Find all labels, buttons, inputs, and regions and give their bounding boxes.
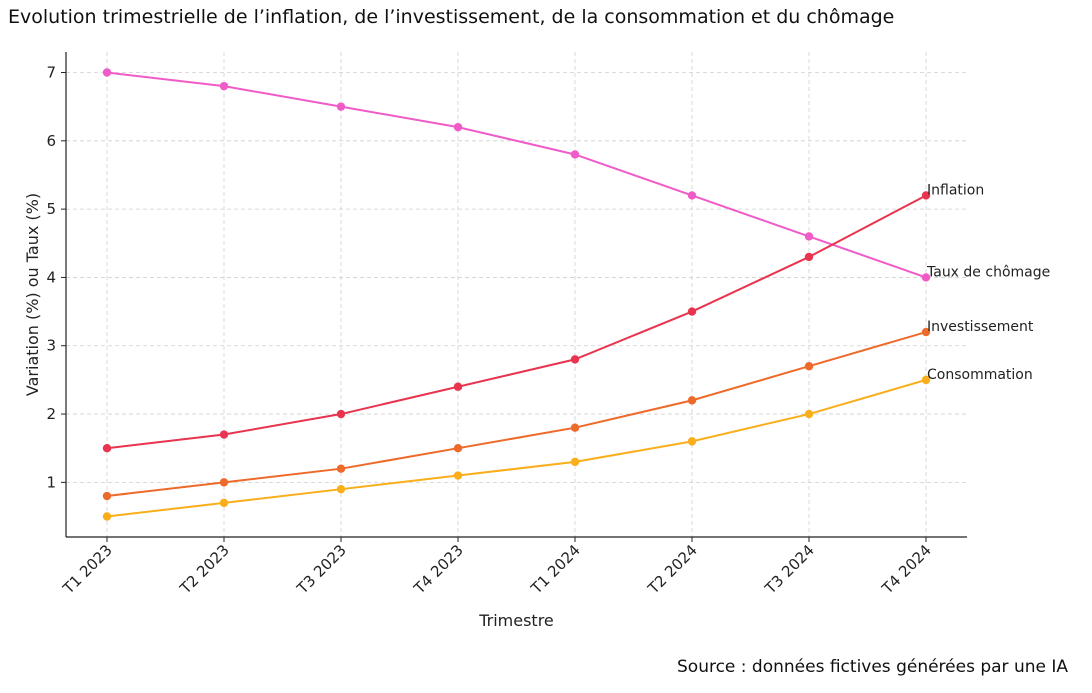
x-tick-label: T4 2024 [878, 541, 935, 598]
data-point-investissement [804, 362, 814, 371]
data-point-consommation [219, 498, 229, 508]
data-point-inflation [570, 355, 580, 364]
data-point-investissement [219, 478, 229, 487]
series-line-inflation [106, 194, 927, 450]
x-tick-label: T1 2023 [59, 541, 116, 598]
series-consommation: Consommation [102, 367, 1033, 521]
data-point-taux-de-chomage [453, 122, 463, 132]
x-axis-label: Trimestre [478, 611, 554, 630]
data-point-taux-de-chomage [687, 191, 697, 200]
series-label-taux-de-chomage: Taux de chômage [926, 264, 1050, 280]
series-inflation: Inflation [102, 182, 984, 453]
data-point-inflation [336, 409, 346, 419]
data-point-inflation [687, 307, 697, 316]
data-point-consommation [570, 457, 580, 467]
data-point-consommation [804, 409, 814, 419]
data-point-investissement [102, 491, 112, 501]
data-point-inflation [804, 252, 814, 262]
series-line-investissement [106, 331, 927, 498]
data-point-inflation [102, 443, 112, 453]
series-label-inflation: Inflation [927, 182, 984, 198]
chart-title: Evolution trimestrielle de l’inflation, … [8, 6, 895, 28]
data-point-inflation [921, 191, 931, 200]
x-tick-label: T3 2023 [293, 541, 350, 598]
data-point-investissement [336, 464, 346, 473]
y-tick-label: 7 [46, 63, 56, 81]
y-axis-label: Variation (%) ou Taux (%) [23, 193, 42, 396]
data-point-taux-de-chomage [921, 273, 931, 282]
data-point-taux-de-chomage [570, 150, 580, 159]
data-point-investissement [570, 423, 580, 432]
data-point-consommation [102, 512, 112, 521]
series-investissement: Investissement [102, 319, 1034, 501]
data-point-consommation [453, 471, 463, 480]
series-taux-de-chomage: Taux de chômage [102, 68, 1050, 282]
data-point-inflation [219, 430, 229, 439]
grid [66, 52, 967, 537]
data-point-investissement [453, 443, 463, 453]
y-tick-label: 4 [46, 268, 56, 286]
source-note: Source : données fictives générées par u… [677, 657, 1068, 677]
series-line-consommation [106, 378, 927, 518]
data-point-taux-de-chomage [102, 68, 112, 77]
data-point-inflation [453, 382, 463, 391]
data-point-investissement [921, 327, 931, 337]
y-tick-label: 2 [46, 405, 56, 423]
data-point-consommation [921, 375, 931, 385]
data-point-investissement [687, 396, 697, 405]
data-point-taux-de-chomage [804, 232, 814, 241]
series-label-investissement: Investissement [927, 319, 1034, 335]
x-tick-label: T2 2023 [176, 541, 233, 598]
data-point-taux-de-chomage [336, 102, 346, 111]
y-ticks: 1 2 3 4 5 6 7 [46, 63, 66, 491]
data-point-consommation [336, 484, 346, 494]
series: Taux de chômage Inflation Investissement Co… [102, 68, 1050, 521]
series-line-taux-de-chomage [106, 71, 927, 279]
x-ticks: T1 2023 T2 2023 T3 2023 T4 2023 T1 2024 T2 20… [59, 537, 935, 598]
x-tick-label: T3 2024 [761, 541, 818, 598]
y-tick-label: 5 [46, 200, 56, 218]
y-tick-label: 6 [46, 132, 56, 150]
data-point-consommation [687, 437, 697, 446]
x-tick-label: T4 2023 [410, 541, 467, 598]
data-point-taux-de-chomage [219, 81, 229, 91]
x-tick-label: T1 2024 [527, 541, 584, 598]
axes [65, 52, 967, 538]
y-tick-label: 1 [46, 473, 56, 491]
y-tick-label: 3 [46, 337, 56, 355]
series-label-consommation: Consommation [927, 367, 1033, 383]
x-tick-label: T2 2024 [644, 541, 701, 598]
